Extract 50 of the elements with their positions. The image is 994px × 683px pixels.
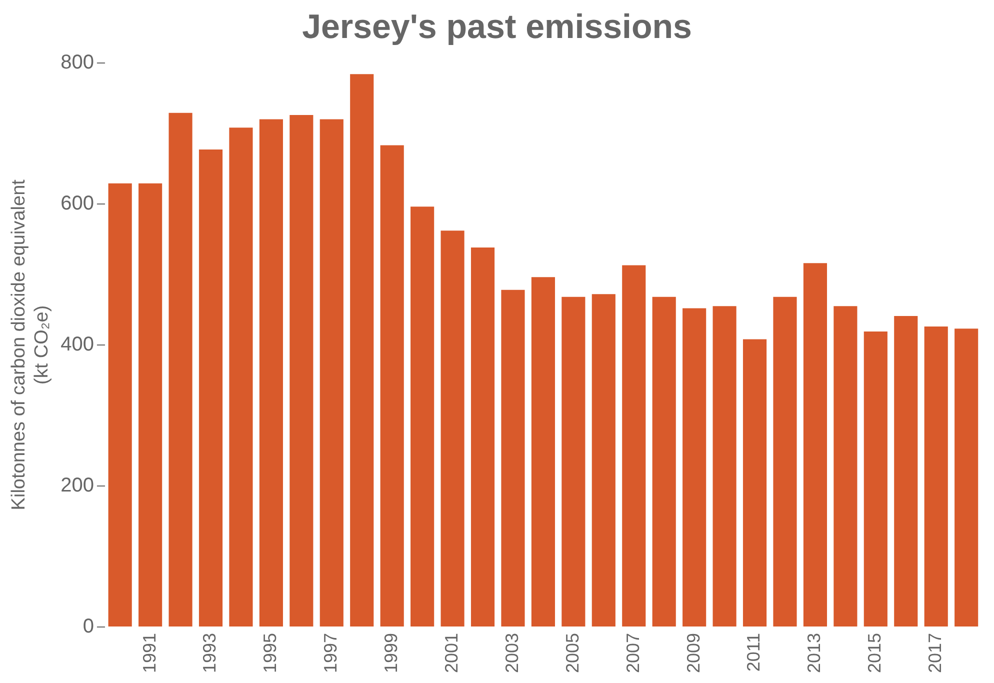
bar — [410, 206, 434, 626]
bar — [531, 277, 555, 626]
bar — [864, 331, 888, 626]
bar — [470, 248, 495, 626]
bar — [168, 112, 192, 626]
bar — [501, 290, 525, 626]
y-tick-label: 600 — [60, 192, 94, 214]
bar — [773, 296, 797, 626]
x-tick-label: 1999 — [381, 632, 402, 674]
bar — [380, 145, 404, 626]
bar — [894, 316, 918, 626]
bar — [259, 119, 283, 626]
bar — [924, 326, 948, 626]
x-tick-label: 2017 — [925, 632, 946, 674]
y-tick-label: 400 — [60, 333, 94, 356]
bar — [954, 328, 978, 626]
x-tick-label: 2011 — [744, 632, 764, 672]
bar — [622, 265, 646, 626]
x-tick-label: 1997 — [320, 632, 341, 674]
y-axis-title: Kilotonnes of carbon dioxide equivalent (kt CO₂e) — [8, 178, 52, 510]
x-tick-label: 2003 — [502, 632, 522, 674]
bar — [682, 308, 706, 626]
bar — [652, 296, 676, 626]
x-tick-label: 2013 — [804, 632, 824, 674]
bar — [320, 119, 344, 626]
bar — [350, 74, 374, 626]
bar — [138, 183, 162, 626]
x-tick-label: 1993 — [200, 632, 220, 674]
x-tick-label: 2001 — [442, 632, 462, 674]
y-tick-label: 0 — [82, 615, 94, 638]
bar — [229, 128, 253, 626]
chart-title: Jersey's past emissions — [302, 8, 692, 46]
bar — [562, 296, 586, 626]
bar — [742, 339, 767, 626]
bar — [290, 114, 314, 626]
y-tick-label: 200 — [60, 474, 94, 496]
bar — [198, 150, 223, 626]
bar — [834, 306, 858, 626]
bar — [440, 230, 464, 626]
y-tick-label: 800 — [60, 51, 94, 74]
bar — [108, 183, 132, 626]
bar — [712, 306, 736, 626]
x-tick-label: 1995 — [260, 632, 280, 674]
x-tick-label: 2007 — [622, 632, 643, 674]
bar — [592, 294, 616, 626]
x-tick-label: 2015 — [864, 632, 885, 674]
x-tick-label: 2005 — [562, 632, 582, 674]
x-tick-label: 2009 — [683, 632, 704, 674]
bar — [803, 263, 827, 626]
x-tick-label: 1991 — [139, 632, 160, 674]
